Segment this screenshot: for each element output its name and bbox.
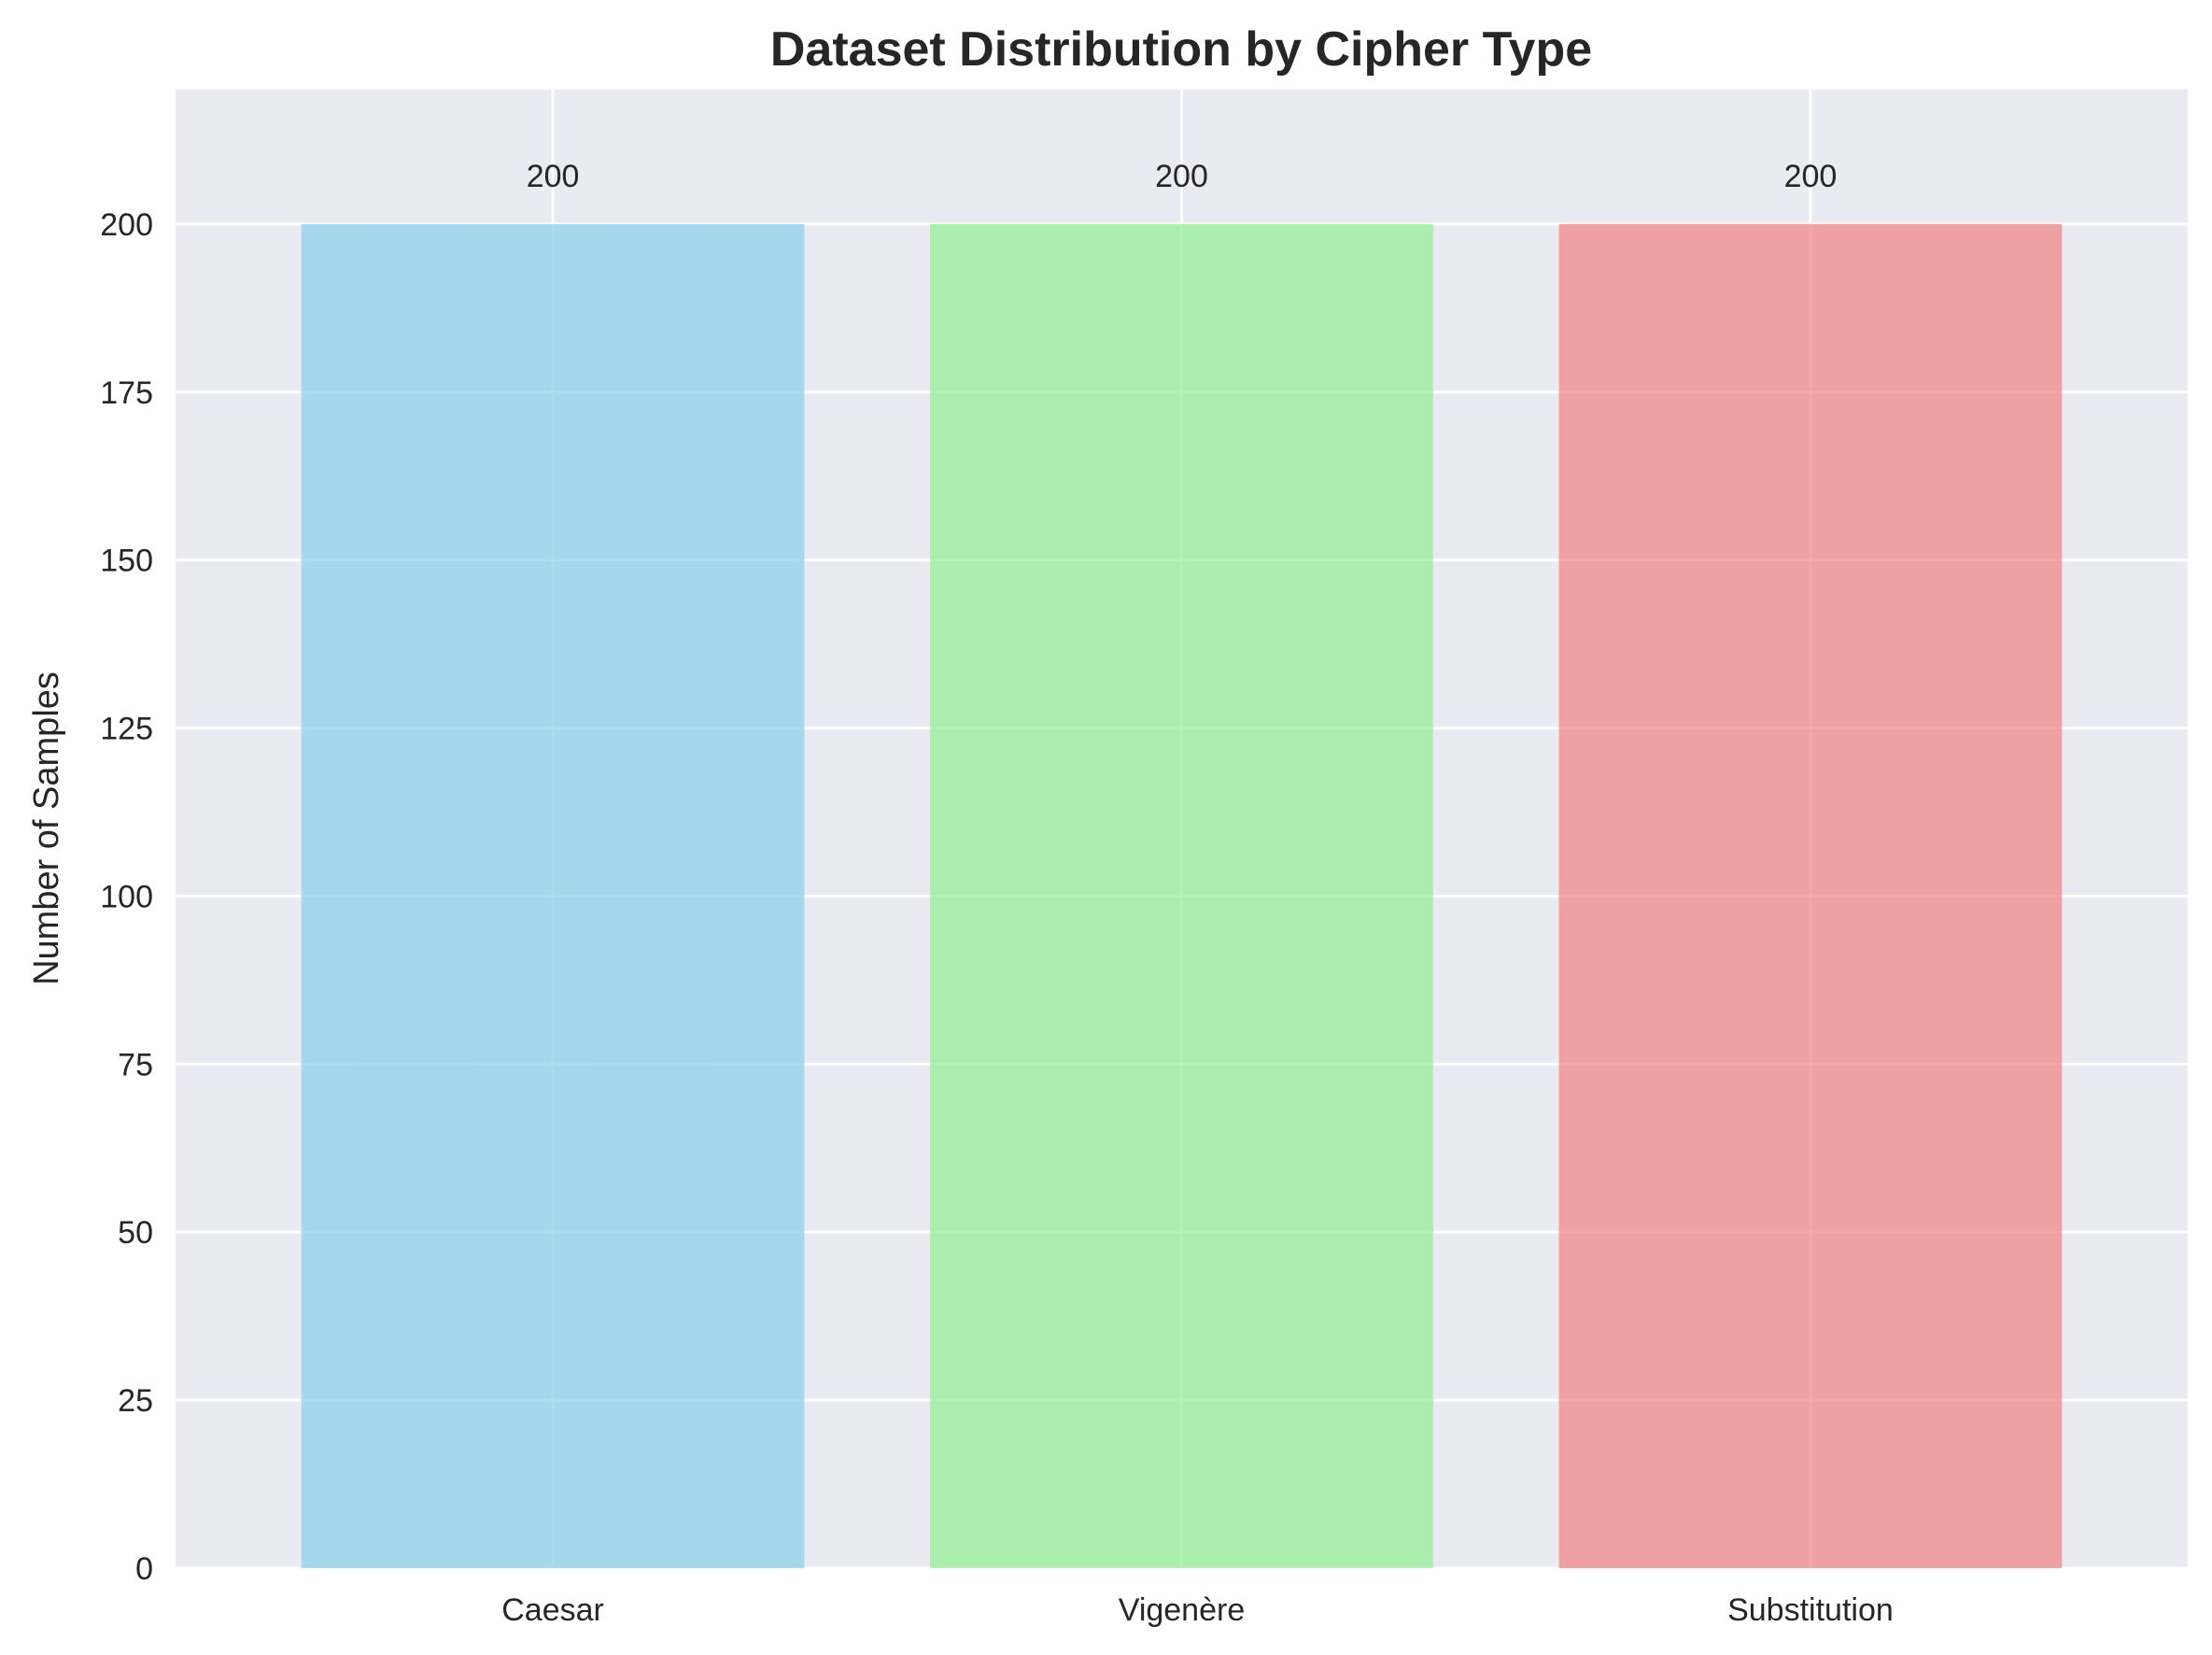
bars — [301, 223, 2063, 1569]
y-tick-labels: 0 25 50 75 100 125 150 175 200 — [100, 207, 153, 1587]
chart-title: Dataset Distribution by Cipher Type — [770, 22, 1592, 77]
y-tick-label: 175 — [100, 375, 153, 411]
data-label: 200 — [1155, 159, 1208, 194]
y-tick-label: 25 — [118, 1383, 153, 1419]
y-tick-label: 100 — [100, 879, 153, 914]
data-label: 200 — [527, 159, 580, 194]
bar-caesar — [301, 223, 805, 1569]
data-labels: 200 200 200 — [527, 159, 1838, 194]
bar-substitution — [1558, 223, 2063, 1569]
y-tick-label: 200 — [100, 207, 153, 243]
y-tick-label: 150 — [100, 544, 153, 579]
y-tick-label: 125 — [100, 712, 153, 747]
x-tick-label: Vigenère — [1119, 1592, 1246, 1628]
x-tick-label: Substitution — [1727, 1592, 1894, 1628]
y-tick-label: 75 — [118, 1047, 153, 1082]
y-axis-label: Number of Samples — [27, 672, 66, 985]
y-tick-label: 0 — [135, 1551, 153, 1587]
data-label: 200 — [1784, 159, 1838, 194]
x-tick-labels: Caesar Vigenère Substitution — [501, 1592, 1894, 1628]
bar-vigenère — [930, 223, 1433, 1569]
x-tick-label: Caesar — [501, 1592, 604, 1628]
y-tick-label: 50 — [118, 1215, 153, 1251]
